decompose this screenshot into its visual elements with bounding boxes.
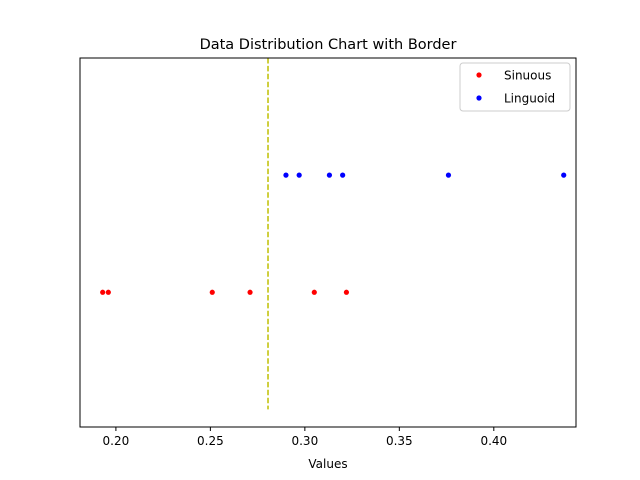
data-point-linguoid-3 <box>340 172 346 178</box>
data-point-sinuous-0 <box>100 289 106 295</box>
x-tick-label: 0.40 <box>480 434 507 448</box>
data-point-sinuous-2 <box>209 289 215 295</box>
x-tick-label: 0.25 <box>197 434 224 448</box>
x-axis-label: Values <box>308 457 347 471</box>
data-point-sinuous-1 <box>105 289 111 295</box>
data-point-sinuous-3 <box>247 289 253 295</box>
data-point-sinuous-5 <box>343 289 350 295</box>
legend-marker-sinuous <box>476 72 482 78</box>
data-point-linguoid-1 <box>296 172 302 178</box>
data-point-linguoid-5 <box>561 172 567 178</box>
data-point-sinuous-4 <box>311 289 317 295</box>
data-point-linguoid-0 <box>283 172 289 178</box>
x-tick-label: 0.35 <box>386 434 413 448</box>
legend-marker-linguoid <box>476 95 482 101</box>
data-point-linguoid-4 <box>445 172 452 178</box>
legend-label-sinuous: Sinuous <box>504 69 551 83</box>
x-tick-label: 0.20 <box>103 434 130 448</box>
x-tick-label: 0.30 <box>291 434 318 448</box>
chart-title: Data Distribution Chart with Border <box>200 37 457 53</box>
data-point-linguoid-2 <box>326 172 333 178</box>
x-axis-ticks: 0.20 0.25 0.30 0.35 0.40 <box>103 427 507 448</box>
legend-box <box>459 62 571 112</box>
legend-label-linguoid: Linguoid <box>504 92 555 106</box>
data-points-layer <box>100 172 567 295</box>
plot-area-border <box>79 57 577 428</box>
legend: Sinuous Linguoid <box>459 62 571 112</box>
